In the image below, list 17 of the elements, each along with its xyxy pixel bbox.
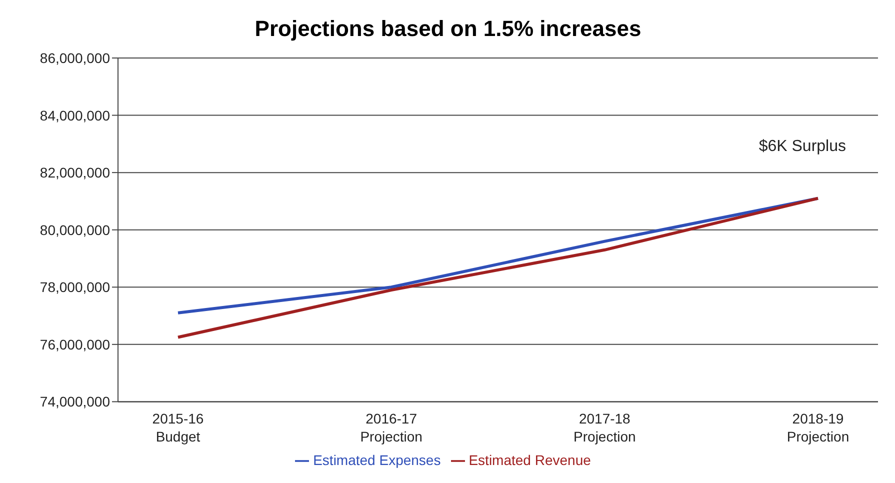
y-tick-label: 82,000,000: [40, 164, 110, 181]
x-tick-label: 2015-16 Budget: [152, 410, 204, 445]
x-tick-label: 2017-18 Projection: [574, 410, 636, 445]
y-tick-label: 80,000,000: [40, 222, 110, 238]
x-tick-label: 2016-17 Projection: [360, 410, 422, 445]
y-tick-label: 74,000,000: [40, 394, 110, 410]
chart-title: Projections based on 1.5% increases: [254, 15, 642, 43]
y-tick-label: 84,000,000: [40, 107, 110, 124]
legend-label: Estimated Revenue: [468, 452, 591, 468]
y-tick-label: 86,000,000: [40, 50, 110, 66]
y-tick-label: 78,000,000: [40, 279, 110, 296]
line-series: [176, 196, 820, 314]
x-tick-label: 2018-19 Projection: [786, 410, 850, 445]
y-tick-label: 76,000,000: [40, 336, 110, 352]
legend-label: Estimated Expenses: [313, 452, 441, 468]
annotation: $6K Surplus: [756, 138, 848, 156]
line-series: [176, 196, 820, 339]
